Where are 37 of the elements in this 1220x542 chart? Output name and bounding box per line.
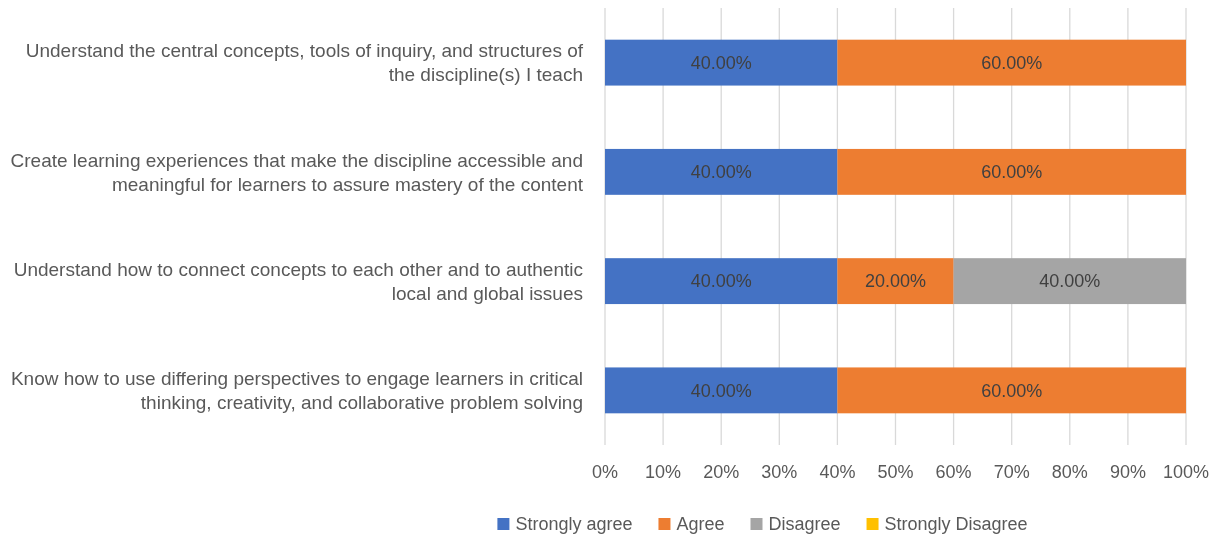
y-tick-label: Understand how to connect concepts to each other and to authentic local and global issues <box>13 258 583 304</box>
data-label: 40.00% <box>690 271 752 292</box>
bar <box>837 258 954 305</box>
data-label: 40.00% <box>690 380 752 401</box>
data-label: 60.00% <box>981 162 1043 183</box>
bar <box>605 148 838 195</box>
legend-label: Strongly Disagree <box>884 514 1028 534</box>
x-tick-label: 90% <box>1109 462 1146 482</box>
y-tick-label: Create learning experiences that make the discipline accessible and meaningful for learners to assure mastery of the content <box>10 149 584 195</box>
data-label: 40.00% <box>690 52 752 73</box>
bar <box>837 367 1186 414</box>
legend-label: Disagree <box>768 514 841 534</box>
x-tick-label: 80% <box>1051 462 1088 482</box>
x-tick-label: 40% <box>819 462 856 482</box>
data-label: 20.00% <box>864 271 927 292</box>
bar <box>605 367 838 414</box>
legend-label: Agree <box>676 514 725 534</box>
x-tick-label: 20% <box>703 462 740 482</box>
bar <box>953 258 1186 305</box>
x-tick-label: 100% <box>1162 462 1210 482</box>
bar <box>605 258 838 305</box>
data-label: 60.00% <box>981 380 1043 401</box>
x-tick-label: 50% <box>877 462 914 482</box>
legend-label: Strongly agree <box>515 514 633 534</box>
x-tick-label: 70% <box>993 462 1030 482</box>
data-label: 40.00% <box>1039 271 1101 292</box>
bar <box>605 39 838 86</box>
data-label: 60.00% <box>981 52 1043 73</box>
data-label: 40.00% <box>690 162 752 183</box>
x-tick-label: 10% <box>645 462 682 482</box>
y-tick-label: Understand the central concepts, tools of inquiry, and structures of the discipline(s) I teach <box>25 40 584 86</box>
bar <box>837 148 1186 195</box>
x-tick-label: 60% <box>935 462 972 482</box>
x-tick-label: 30% <box>761 462 798 482</box>
x-tick-label: 0% <box>591 462 619 482</box>
y-tick-label: Know how to use differing perspectives to engage learners in critical thinking, creativity, and collaborative problem solving <box>10 368 583 414</box>
bar <box>837 39 1186 86</box>
